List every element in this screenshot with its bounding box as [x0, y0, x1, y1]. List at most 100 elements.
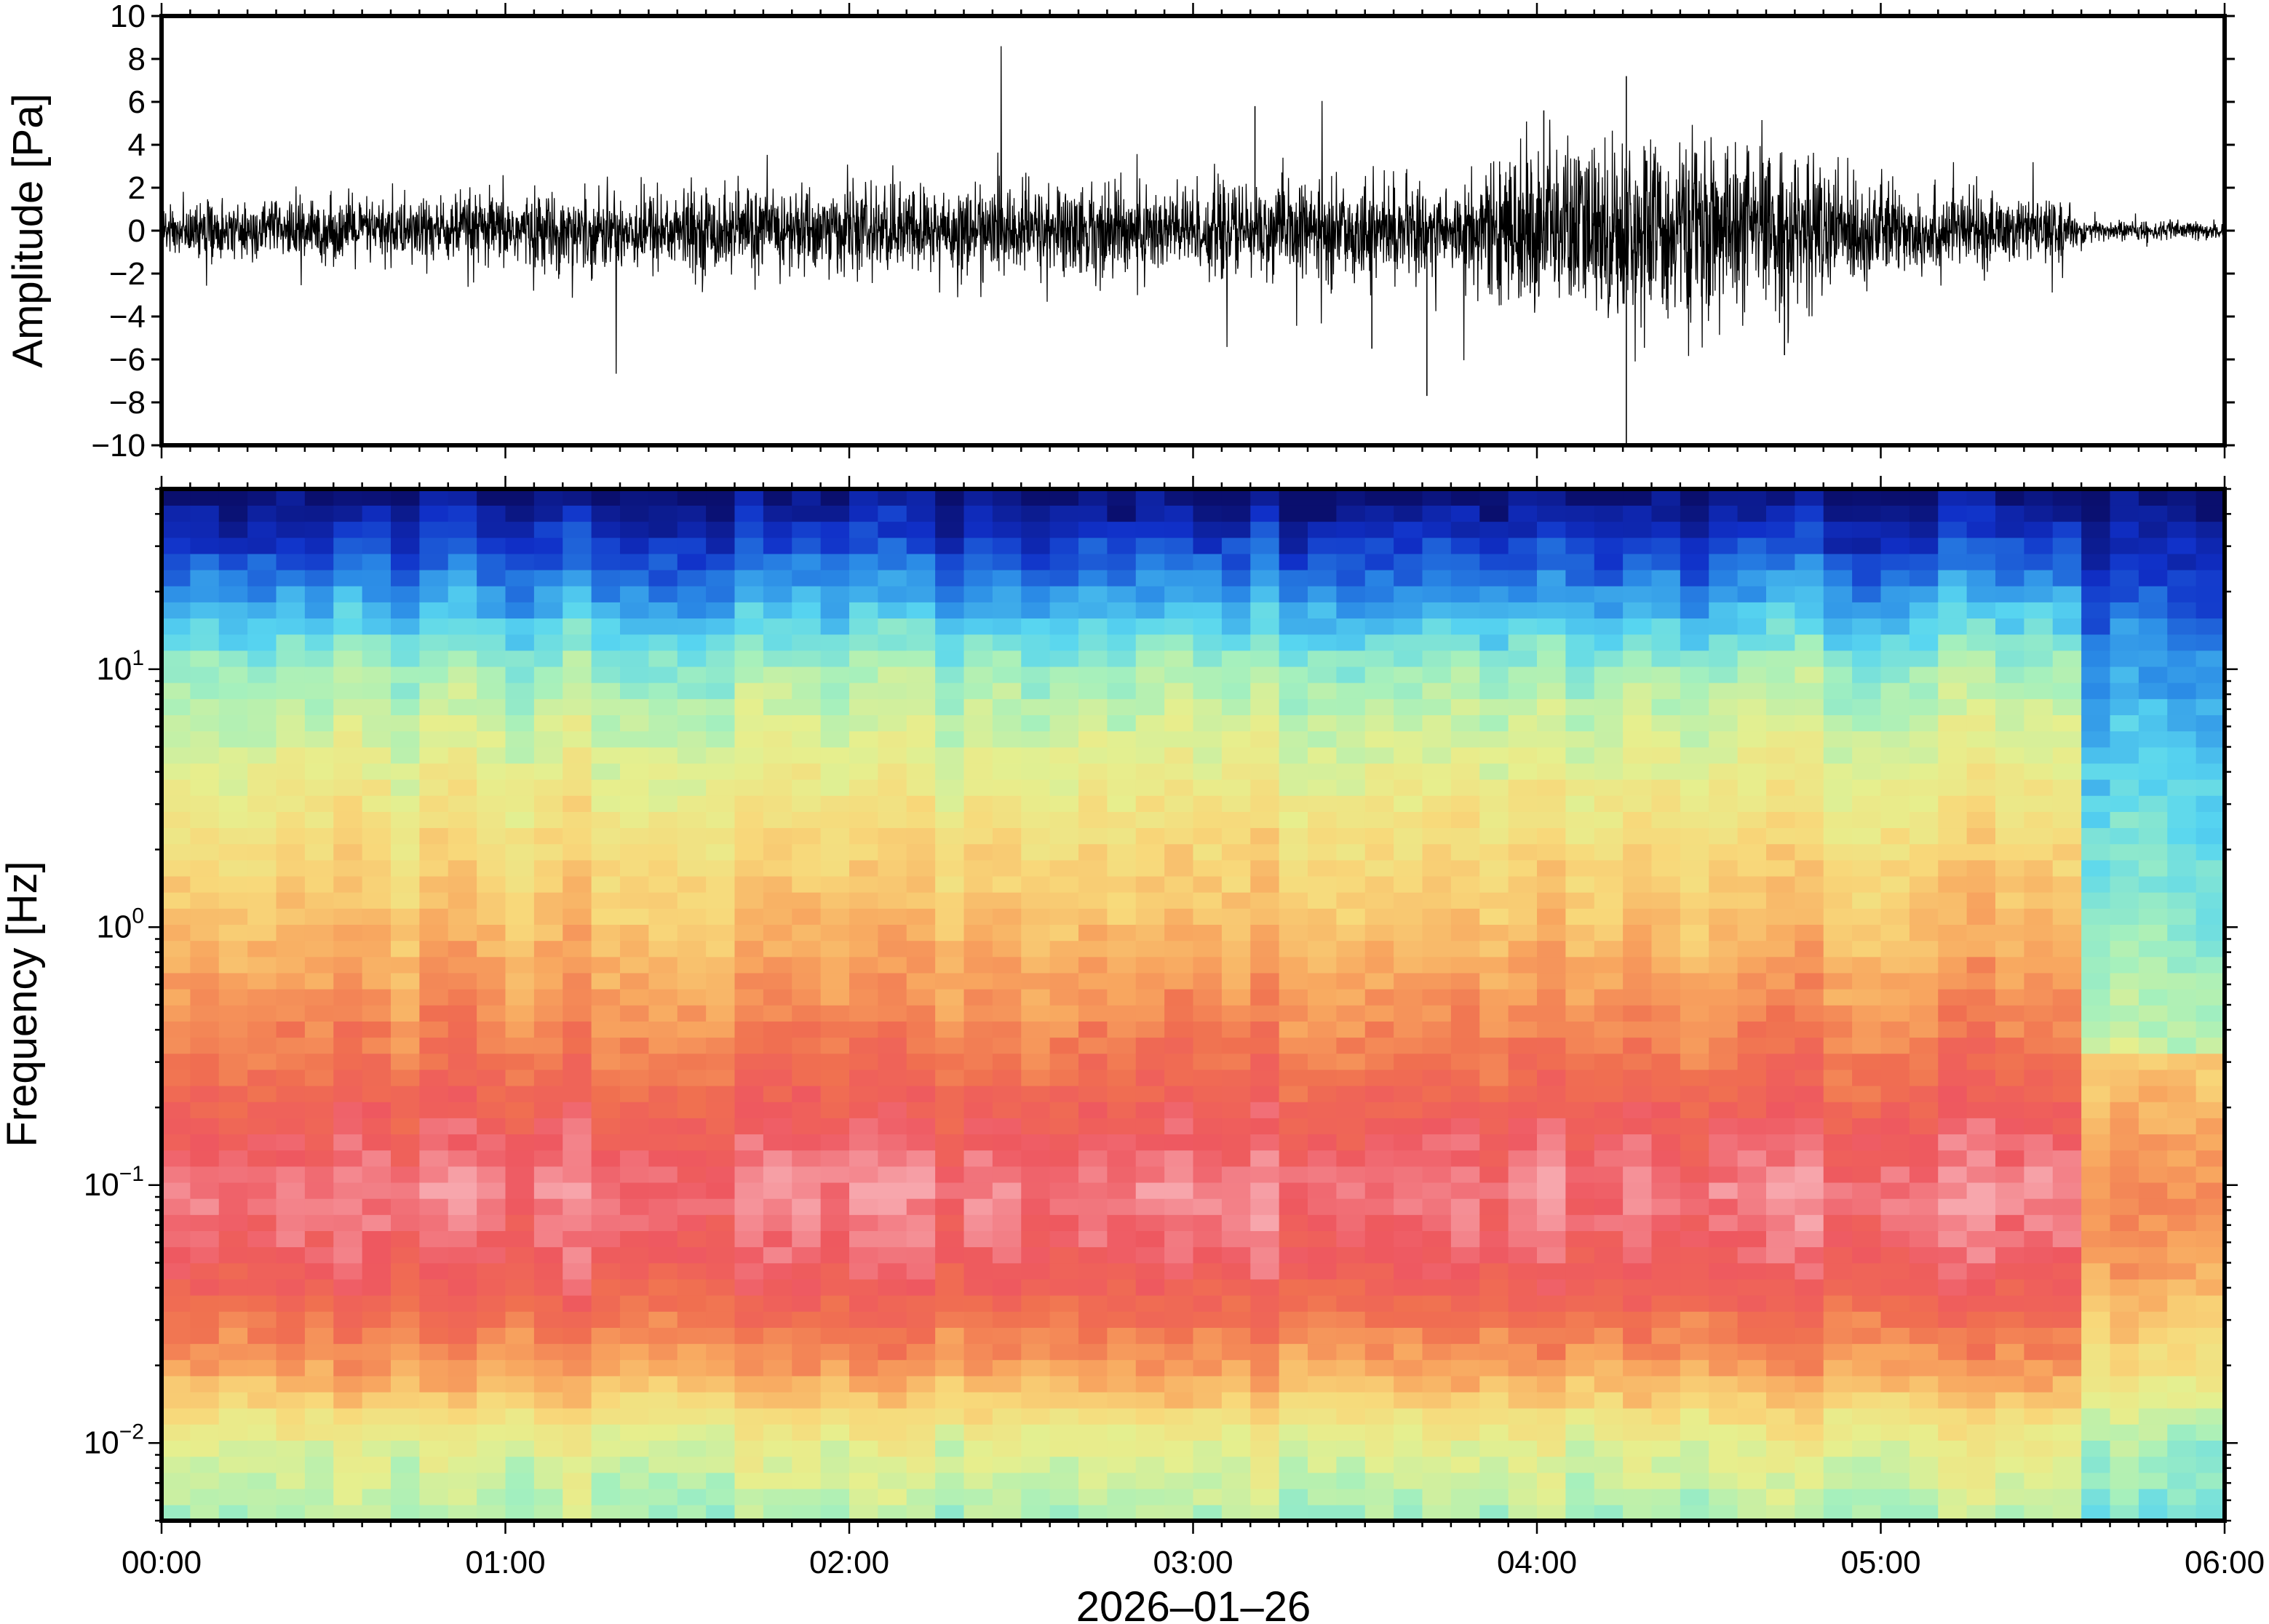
spectrogram-cell — [1623, 1101, 1653, 1118]
spectrogram-y-tick-label: 10−1 — [84, 1162, 144, 1203]
spectrogram-cell — [533, 1069, 564, 1086]
spectrogram-cell — [1049, 1230, 1079, 1248]
spectrogram-cell — [1623, 553, 1653, 570]
spectrogram-cell — [1164, 908, 1194, 926]
spectrogram-cell — [1107, 827, 1137, 845]
spectrogram-cell — [648, 1118, 678, 1135]
spectrogram-cell — [1737, 537, 1767, 554]
spectrogram-cell — [304, 1375, 335, 1393]
spectrogram-cell — [1623, 1230, 1653, 1248]
spectrogram-cell — [1995, 1021, 2025, 1038]
spectrogram-cell — [1422, 891, 1452, 909]
spectrogram-cell — [906, 618, 936, 635]
spectrogram-cell — [1938, 1005, 1968, 1022]
spectrogram-cell — [2196, 1166, 2225, 1183]
spectrogram-cell — [2052, 763, 2082, 780]
spectrogram-cell — [1021, 682, 1051, 699]
spectrogram-cell — [1565, 1021, 1595, 1038]
spectrogram-cell — [1135, 1440, 1165, 1457]
spectrogram-cell — [1422, 1294, 1452, 1312]
spectrogram-cell — [2196, 1198, 2225, 1215]
spectrogram-cell — [1021, 1440, 1051, 1457]
spectrogram-cell — [162, 1327, 191, 1345]
spectrogram-cell — [1364, 1294, 1394, 1312]
spectrogram-cell — [1995, 891, 2025, 909]
spectrogram-cell — [734, 1440, 764, 1457]
spectrogram-cell — [362, 521, 392, 538]
spectrogram-cell — [1221, 1134, 1252, 1151]
spectrogram-cell — [1250, 747, 1280, 764]
spectrogram-cell — [906, 827, 936, 845]
spectrogram-cell — [1450, 666, 1481, 683]
spectrogram-cell — [218, 1488, 248, 1505]
spectrogram-cell — [448, 1488, 477, 1505]
spectrogram-cell — [734, 553, 764, 570]
spectrogram-cell — [648, 1021, 678, 1038]
spectrogram-cell — [992, 1278, 1022, 1296]
spectrogram-cell — [677, 1182, 707, 1199]
spectrogram-cell — [1537, 1101, 1567, 1118]
spectrogram-cell — [333, 763, 363, 780]
spectrogram-cell — [1078, 1053, 1108, 1070]
spectrogram-cell — [963, 843, 993, 861]
spectrogram-cell — [677, 602, 707, 619]
spectrogram-cell — [1680, 1021, 1710, 1038]
spectrogram-cell — [162, 1424, 191, 1441]
spectrogram-cell — [1450, 1134, 1481, 1151]
spectrogram-cell — [1795, 1005, 1824, 1022]
spectrogram-cell — [677, 763, 707, 780]
spectrogram-cell — [992, 1440, 1022, 1457]
spectrogram-cell — [419, 795, 449, 812]
spectrogram-cell — [1164, 489, 1194, 506]
spectrogram-cell — [477, 1101, 506, 1118]
spectrogram-cell — [190, 585, 220, 602]
spectrogram-cell — [1966, 1198, 1996, 1215]
spectrogram-cell — [2138, 569, 2169, 586]
spectrogram-cell — [1537, 1262, 1567, 1280]
spectrogram-cell — [563, 698, 592, 715]
spectrogram-cell — [1279, 779, 1308, 796]
spectrogram-cell — [1049, 795, 1079, 812]
spectrogram-cell — [2052, 1182, 2082, 1199]
spectrogram-cell — [1680, 827, 1710, 845]
spectrogram-cell — [333, 1134, 363, 1151]
spectrogram-cell — [706, 1037, 736, 1054]
spectrogram-cell — [448, 956, 477, 974]
spectrogram-cell — [218, 1278, 248, 1296]
spectrogram-cell — [1078, 1230, 1108, 1248]
spectrogram-cell — [935, 875, 965, 893]
spectrogram-cell — [677, 779, 707, 796]
spectrogram-cell — [1852, 489, 1882, 506]
spectrogram-cell — [763, 1327, 793, 1345]
spectrogram-cell — [1823, 924, 1853, 942]
spectrogram-cell — [1909, 489, 1939, 506]
spectrogram-cell — [1737, 1294, 1767, 1312]
spectrogram-cell — [2110, 1488, 2139, 1505]
spectrogram-cell — [792, 779, 822, 796]
spectrogram-cell — [2024, 1101, 2054, 1118]
spectrogram-cell — [505, 1101, 535, 1118]
spectrogram-cell — [1709, 1150, 1738, 1167]
spectrogram-cell — [1250, 553, 1280, 570]
spectrogram-cell — [935, 1391, 965, 1409]
spectrogram-cell — [878, 521, 907, 538]
spectrogram-cell — [247, 618, 277, 635]
spectrogram-cell — [1795, 489, 1824, 506]
spectrogram-cell — [362, 1069, 392, 1086]
spectrogram-cell — [1308, 1440, 1338, 1457]
spectrogram-cell — [2167, 1310, 2197, 1328]
spectrogram-cell — [1938, 634, 1968, 651]
spectrogram-cell — [1021, 956, 1051, 974]
spectrogram-cell — [505, 1005, 535, 1022]
spectrogram-cell — [1479, 859, 1509, 877]
spectrogram-cell — [1565, 602, 1595, 619]
spectrogram-cell — [1279, 859, 1308, 877]
spectrogram-cell — [1680, 1150, 1710, 1167]
spectrogram-cell — [1279, 618, 1308, 635]
spectrogram-cell — [1565, 505, 1595, 522]
spectrogram-cell — [1336, 1101, 1366, 1118]
spectrogram-cell — [1193, 1343, 1223, 1361]
spectrogram-cell — [419, 1262, 449, 1280]
spectrogram-cell — [1938, 1327, 1968, 1345]
spectrogram-cell — [2024, 1294, 2054, 1312]
